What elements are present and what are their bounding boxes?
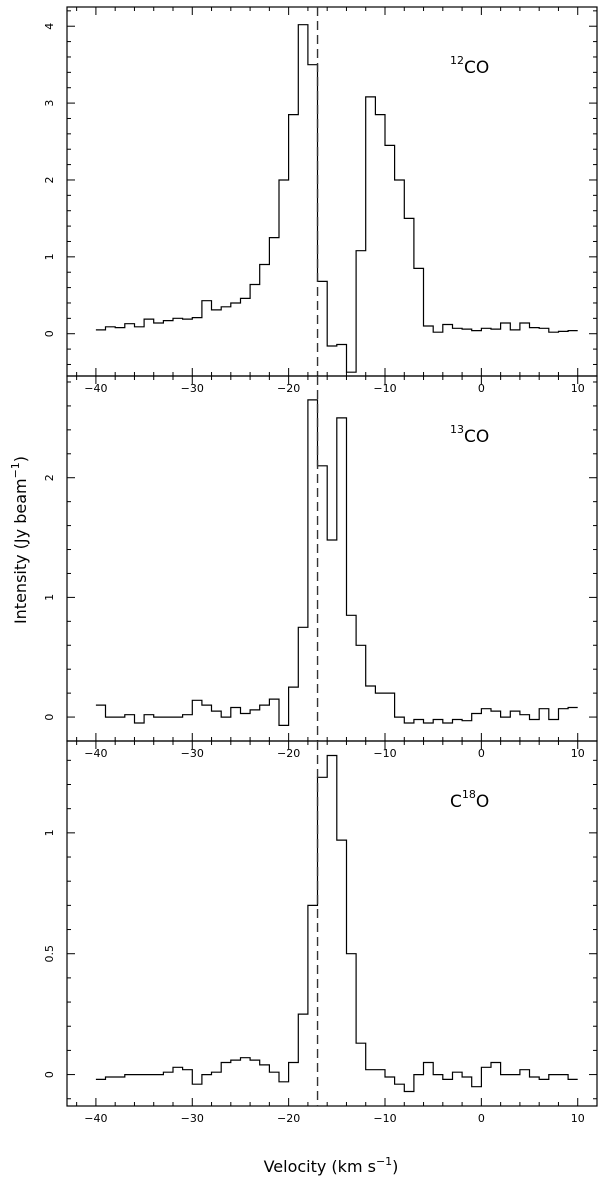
panel2-xtick-label: −40 bbox=[84, 747, 107, 760]
x-axis-title-end: ) bbox=[392, 1157, 398, 1176]
panel2-ytick-label: 0 bbox=[43, 714, 56, 721]
panel1-y-ticks bbox=[67, 10, 597, 365]
panel1-xtick-label: −20 bbox=[277, 382, 300, 395]
panel3-xtick-label: −30 bbox=[181, 1112, 204, 1125]
panel2-spectrum-line bbox=[95, 399, 578, 726]
x-axis-title: Velocity (km s−1) bbox=[264, 1155, 399, 1176]
panel3-isotope-label-prefix: C bbox=[450, 792, 462, 812]
panel2-x-ticks bbox=[76, 376, 598, 741]
panel1-isotope-label: 12CO bbox=[450, 54, 489, 78]
panel2: −40 −30 −20 −10 0 10 0 1 2 13CO bbox=[43, 375, 598, 760]
panel2-isotope-label-suffix: CO bbox=[464, 427, 489, 447]
panel1-xtick-label: −10 bbox=[373, 382, 396, 395]
panel1-ytick-label: 2 bbox=[43, 176, 56, 183]
panel2-xtick-label: −20 bbox=[277, 747, 300, 760]
y-axis-title-end: ) bbox=[11, 456, 30, 462]
panel1-xtick-label: −40 bbox=[84, 382, 107, 395]
panel2-isotope-label: 13CO bbox=[450, 423, 489, 447]
panel2-xtick-label: 0 bbox=[478, 747, 485, 760]
panel1-ytick-label: 3 bbox=[43, 100, 56, 107]
panel3-x-ticks bbox=[76, 741, 598, 1106]
panel3-ytick-label: 1 bbox=[43, 829, 56, 836]
panel2-ytick-label: 2 bbox=[43, 474, 56, 481]
panel1-frame bbox=[66, 6, 598, 377]
panel1-ytick-label: 1 bbox=[43, 253, 56, 260]
panel3-ytick-label: 0 bbox=[43, 1071, 56, 1078]
panel1-isotope-label-superscript: 12 bbox=[450, 54, 464, 67]
panel2-xtick-label: −30 bbox=[181, 747, 204, 760]
panel3-xtick-label: −10 bbox=[373, 1112, 396, 1125]
panel3-isotope-label-suffix: O bbox=[476, 792, 489, 812]
panel1-xtick-label: 10 bbox=[571, 382, 585, 395]
panel1-ytick-label: 0 bbox=[43, 330, 56, 337]
panel2-frame bbox=[66, 375, 598, 742]
panel3-isotope-label: C18O bbox=[450, 788, 489, 812]
x-axis-title-exponent: −1 bbox=[376, 1155, 392, 1168]
panel3-xtick-label: −20 bbox=[277, 1112, 300, 1125]
panel3-xtick-label: 10 bbox=[571, 1112, 585, 1125]
panel2-xtick-label: 10 bbox=[571, 747, 585, 760]
panel3-y-ticks bbox=[67, 759, 597, 1100]
panel1-x-ticks bbox=[76, 7, 598, 376]
panel2-y-ticks bbox=[67, 381, 597, 742]
panel3-xtick-label: −40 bbox=[84, 1112, 107, 1125]
panel1-ytick-label: 4 bbox=[43, 23, 56, 30]
panel2-ytick-label: 1 bbox=[43, 594, 56, 601]
panel3-ytick-label: 0.5 bbox=[43, 945, 56, 963]
panel1-isotope-label-suffix: CO bbox=[464, 58, 489, 78]
panel1-spectrum-line bbox=[95, 24, 578, 373]
panel3-xtick-label: 0 bbox=[478, 1112, 485, 1125]
panel3-isotope-label-superscript: 18 bbox=[462, 788, 476, 801]
panel1-xtick-label: 0 bbox=[478, 382, 485, 395]
panel2-xtick-label: −10 bbox=[373, 747, 396, 760]
panel3: −40 −30 −20 −10 0 10 0 0.5 1 C18O bbox=[43, 740, 598, 1125]
y-axis-title-main: Intensity (Jy beam bbox=[11, 478, 30, 624]
y-axis-title-exponent: −1 bbox=[9, 462, 22, 478]
panel3-spectrum-line bbox=[95, 754, 578, 1093]
panel2-isotope-label-superscript: 13 bbox=[450, 423, 464, 436]
y-axis-title: Intensity (Jy beam−1) bbox=[9, 456, 30, 624]
panel3-frame bbox=[66, 740, 598, 1107]
panel1-xtick-label: −30 bbox=[181, 382, 204, 395]
x-axis-title-main: Velocity (km s bbox=[264, 1157, 376, 1176]
